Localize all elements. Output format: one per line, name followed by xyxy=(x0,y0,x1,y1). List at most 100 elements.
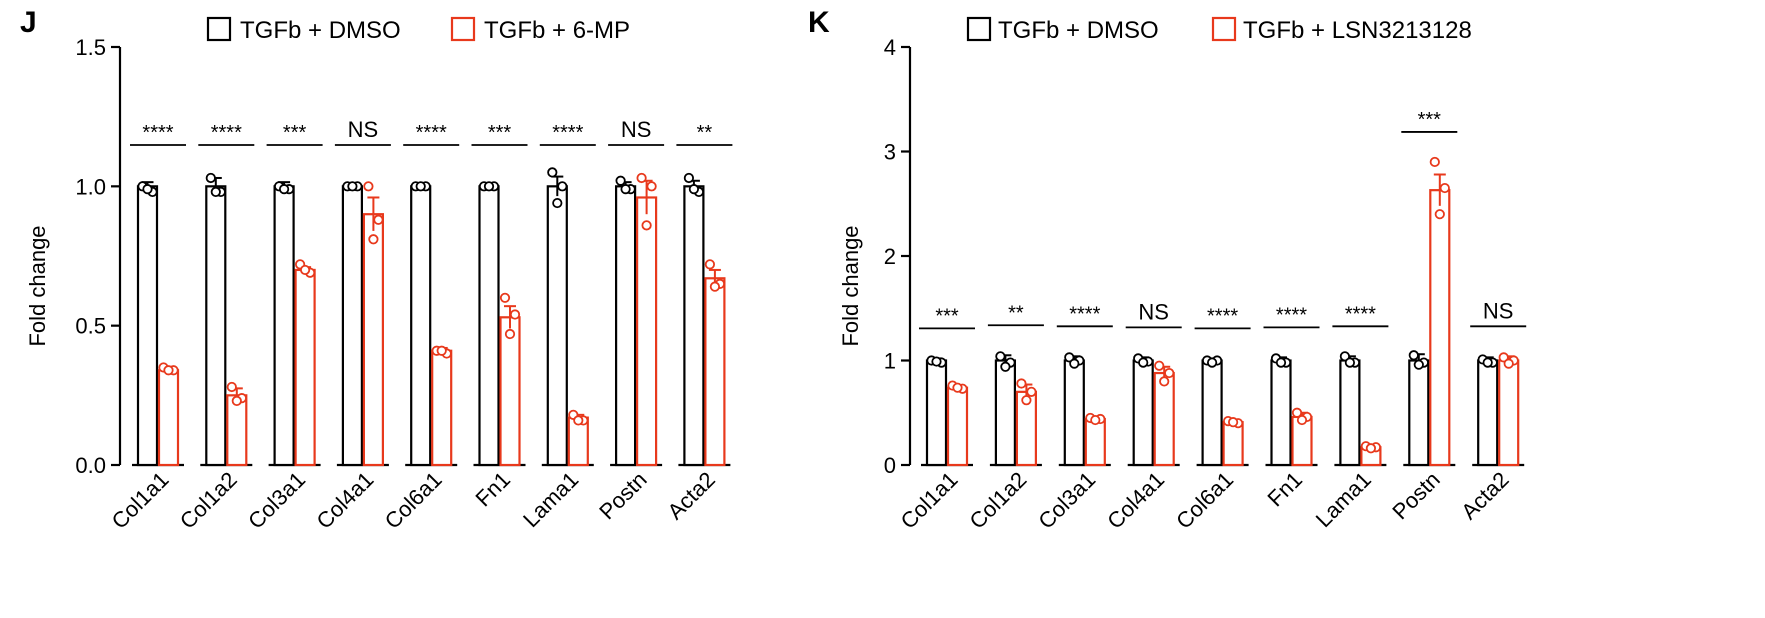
data-point xyxy=(615,175,626,186)
data-point xyxy=(688,184,700,195)
data-point xyxy=(231,395,242,407)
bar xyxy=(1270,359,1292,467)
y-tick-label: 1.0 xyxy=(75,174,106,199)
bar xyxy=(1153,371,1175,467)
data-point xyxy=(547,167,558,178)
category-label: Fn1 xyxy=(471,467,515,511)
legend-swatch xyxy=(966,16,992,42)
category-label: Col3a1 xyxy=(243,467,310,534)
legend-swatch xyxy=(206,16,232,42)
bar xyxy=(1429,189,1451,467)
bar xyxy=(1063,359,1085,467)
data-point xyxy=(1296,414,1308,426)
significance-label: *** xyxy=(1418,109,1442,131)
data-point xyxy=(1159,376,1170,387)
data-point xyxy=(1154,360,1165,371)
category-label: Col3a1 xyxy=(1033,467,1100,534)
significance-label: NS xyxy=(621,117,652,142)
category-label: Postn xyxy=(1387,467,1444,524)
bar xyxy=(1084,417,1106,467)
y-axis-label: Fold change xyxy=(25,225,50,346)
data-point xyxy=(483,181,495,192)
significance-label: **** xyxy=(1276,304,1307,326)
y-tick-label: 3 xyxy=(884,140,896,165)
y-tick-label: 1.5 xyxy=(75,35,106,60)
panel-k: K 0 1 2 3 4 Fold change TGFb + DMSO TGFb + LSN32… xyxy=(808,6,1527,534)
data-point xyxy=(509,309,521,320)
significance-label: NS xyxy=(1483,298,1514,323)
data-point xyxy=(704,259,716,270)
category-label: Col1a1 xyxy=(107,467,174,534)
data-point xyxy=(1016,378,1027,389)
data-point xyxy=(210,186,221,198)
data-point xyxy=(1439,182,1450,194)
data-point xyxy=(1164,367,1175,379)
category-label: Acta2 xyxy=(1456,467,1513,524)
data-point xyxy=(1291,407,1303,418)
bar xyxy=(1498,359,1520,467)
category-label: Fn1 xyxy=(1263,467,1307,511)
significance-label: *** xyxy=(488,122,512,144)
bar xyxy=(362,213,384,467)
panel-letter: J xyxy=(20,6,37,39)
data-point xyxy=(683,172,695,184)
bar xyxy=(205,185,227,467)
y-tick-label: 1 xyxy=(884,349,896,374)
data-point xyxy=(641,220,652,231)
category-label: Col1a2 xyxy=(964,467,1031,534)
legend-label: TGFb + 6-MP xyxy=(484,17,630,44)
data-point xyxy=(1207,357,1218,368)
bar xyxy=(683,185,705,467)
category-label: Col6a1 xyxy=(1171,467,1238,534)
data-point xyxy=(620,184,631,195)
data-point xyxy=(573,415,584,426)
category-label: Lama1 xyxy=(1311,467,1376,532)
bar xyxy=(136,185,159,467)
y-tick-label: 0.5 xyxy=(75,314,106,339)
y-axis-label: Fold change xyxy=(838,225,863,346)
legend-label: TGFb + DMSO xyxy=(240,17,401,44)
significance-label: ** xyxy=(1008,302,1024,324)
data-point xyxy=(504,328,516,340)
data-point xyxy=(1344,357,1356,368)
y-tick-label: 2 xyxy=(884,244,896,269)
data-point xyxy=(278,184,290,195)
legend-swatch xyxy=(450,16,476,42)
data-point xyxy=(373,214,384,225)
significance-label: *** xyxy=(283,122,307,144)
significance-label: **** xyxy=(1069,303,1100,325)
data-point xyxy=(1026,386,1037,397)
data-point xyxy=(1482,357,1493,368)
bar xyxy=(1408,359,1430,467)
significance-label: NS xyxy=(348,117,379,142)
legend-swatch xyxy=(1211,16,1237,42)
data-point xyxy=(952,382,963,393)
bar xyxy=(410,185,432,467)
data-point xyxy=(1000,361,1011,372)
category-label: Lama1 xyxy=(518,467,583,532)
significance-label: NS xyxy=(1138,299,1169,324)
category-label: Postn xyxy=(594,467,651,524)
y-tick-label: 0.0 xyxy=(75,453,106,478)
bar xyxy=(546,185,568,467)
data-point xyxy=(1228,417,1239,428)
data-point xyxy=(1503,358,1514,369)
data-point xyxy=(436,345,447,356)
data-point xyxy=(557,181,568,192)
significance-label: **** xyxy=(211,122,242,144)
data-point xyxy=(1090,414,1101,426)
bar xyxy=(1132,359,1154,467)
data-point xyxy=(1138,357,1149,368)
bar xyxy=(614,185,637,467)
bar xyxy=(478,185,500,467)
data-point xyxy=(709,281,721,292)
category-label: Col1a2 xyxy=(175,467,242,534)
data-point xyxy=(1365,443,1377,454)
data-point xyxy=(1408,350,1419,361)
bar xyxy=(294,268,316,467)
data-point xyxy=(552,197,563,209)
significance-label: ** xyxy=(697,122,713,144)
data-point xyxy=(205,172,216,184)
category-label: Acta2 xyxy=(662,467,719,524)
